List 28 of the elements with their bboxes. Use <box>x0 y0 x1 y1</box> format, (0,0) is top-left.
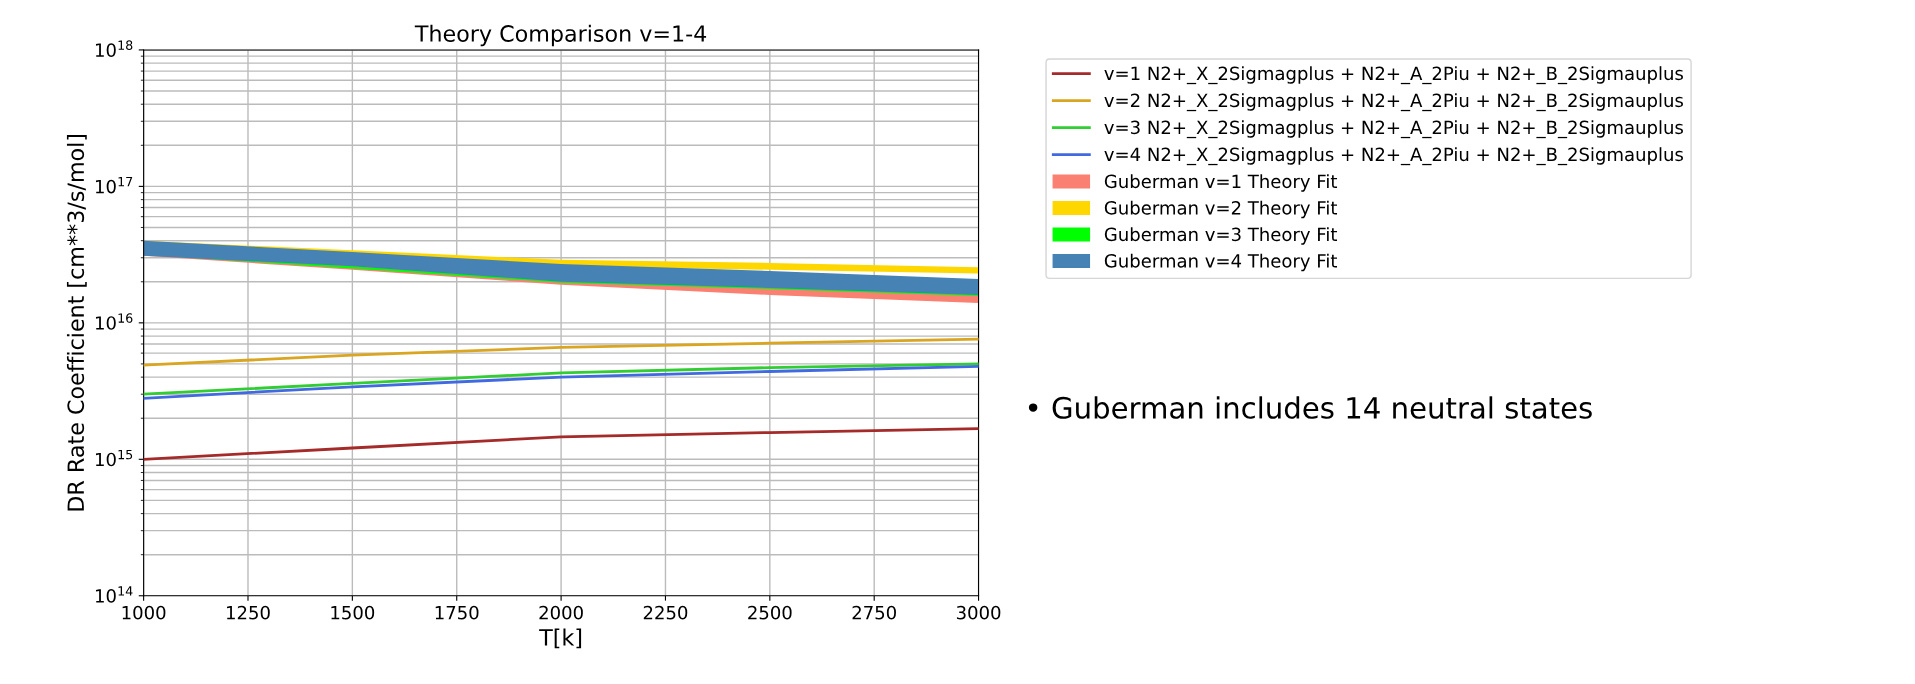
y-tick-label: 10$^{15}$ <box>95 449 133 467</box>
legend-label: Guberman v=2 Theory Fit <box>1104 200 1338 219</box>
legend-label: Guberman v=1 Theory Fit <box>1104 174 1338 192</box>
text: • Guberman includes 14 neutral states <box>1028 396 1592 419</box>
legend-label: Guberman v=4 Theory Fit <box>1104 253 1338 272</box>
x-tick-label: 3000 <box>956 605 1001 620</box>
y-tick-label: 10$^{17}$ <box>95 177 133 194</box>
x-tick-label: 1250 <box>227 605 270 620</box>
y-tick-label: 10$^{14}$ <box>95 586 133 603</box>
x-tick-label: 2250 <box>643 605 688 620</box>
x-axis-title: T[k] <box>539 628 582 649</box>
legend-label: Guberman v=3 Theory Fit <box>1104 227 1338 245</box>
x-tick-label: 2000 <box>539 605 583 620</box>
legend-label: v=3 N2+_X_2Sigmagplus + N2+_A_2Piu + N2+_B_2Sigmauplus <box>1104 120 1683 139</box>
y-tick-label: 10$^{18}$ <box>95 40 133 57</box>
legend-label: v=4 N2+_X_2Sigmagplus + N2+_A_2Piu + N2+_B_2Sigmauplus <box>1104 147 1683 166</box>
line-series <box>143 337 979 367</box>
x-tick-label: 1000 <box>122 605 166 620</box>
legend-label: v=1 N2+_X_2Sigmagplus + N2+_A_2Piu + N2+_B_2Sigmauplus <box>1104 66 1683 85</box>
y-axis-title: DR Rate Coefficient [cm**3/s/mol] <box>66 134 87 511</box>
x-tick-label: 2500 <box>748 605 792 620</box>
x-tick-label: 1750 <box>435 605 479 620</box>
y-tick-label: 10$^{16}$ <box>95 313 133 330</box>
chart-title: Theory Comparison v=1-4 <box>414 24 707 47</box>
legend-label: v=2 N2+_X_2Sigmagplus + N2+_A_2Piu + N2+_B_2Sigmauplus <box>1104 93 1683 112</box>
x-tick-label: 2750 <box>852 605 896 620</box>
x-tick-label: 1500 <box>331 605 375 620</box>
line-series <box>143 427 979 461</box>
